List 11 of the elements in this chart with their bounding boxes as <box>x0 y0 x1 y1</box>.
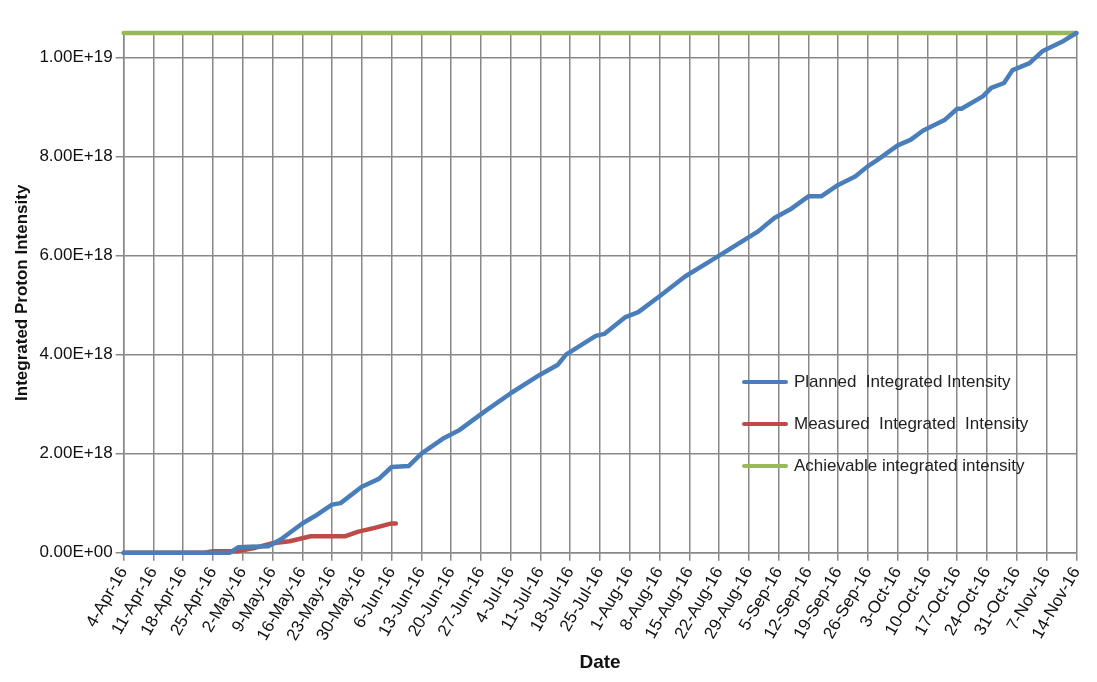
y-tick-label: 6.00E+18 <box>39 245 113 265</box>
y-tick-label: 2.00E+18 <box>39 443 113 463</box>
x-axis-title: Date <box>579 650 621 672</box>
y-tick-label: 4.00E+18 <box>39 344 113 364</box>
y-tick-label: 1.00E+19 <box>39 47 113 67</box>
y-tick-label: 0.00E+00 <box>39 542 113 562</box>
y-axis-title: Integrated Proton Intensity <box>11 184 31 401</box>
legend-label: Planned Integrated Intensity <box>794 372 1011 392</box>
y-tick-label: 8.00E+18 <box>39 146 113 166</box>
legend-label: Measured Integrated Intensity <box>794 414 1029 434</box>
legend-label: Achievable integrated intensity <box>794 456 1025 476</box>
